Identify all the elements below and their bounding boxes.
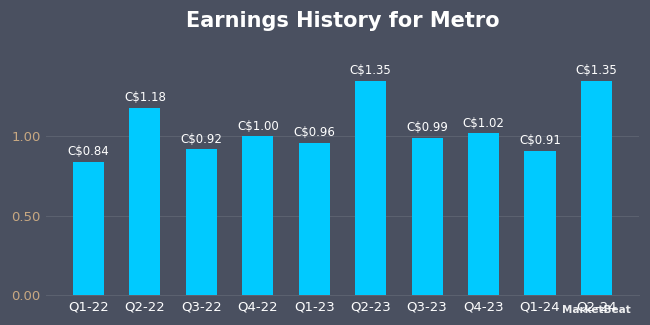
Text: C$0.84: C$0.84	[68, 145, 109, 158]
Bar	[355, 81, 386, 295]
Bar	[129, 108, 161, 295]
Bar	[525, 151, 556, 295]
Text: C$1.35: C$1.35	[575, 64, 618, 77]
Text: C$1.18: C$1.18	[124, 91, 166, 104]
Text: C$0.91: C$0.91	[519, 134, 561, 147]
Bar	[581, 81, 612, 295]
Text: MarketBeat: MarketBeat	[562, 305, 630, 315]
Text: C$0.96: C$0.96	[293, 126, 335, 139]
Text: C$1.02: C$1.02	[463, 117, 504, 130]
Bar	[186, 149, 217, 295]
Title: Earnings History for Metro: Earnings History for Metro	[186, 11, 499, 31]
Text: C$1.00: C$1.00	[237, 120, 279, 133]
Bar	[411, 138, 443, 295]
Text: C$0.92: C$0.92	[181, 133, 222, 146]
Bar	[73, 162, 104, 295]
Text: C$0.99: C$0.99	[406, 122, 448, 135]
Bar	[299, 143, 330, 295]
Bar	[468, 133, 499, 295]
Bar	[242, 136, 274, 295]
Text: C$1.35: C$1.35	[350, 64, 391, 77]
